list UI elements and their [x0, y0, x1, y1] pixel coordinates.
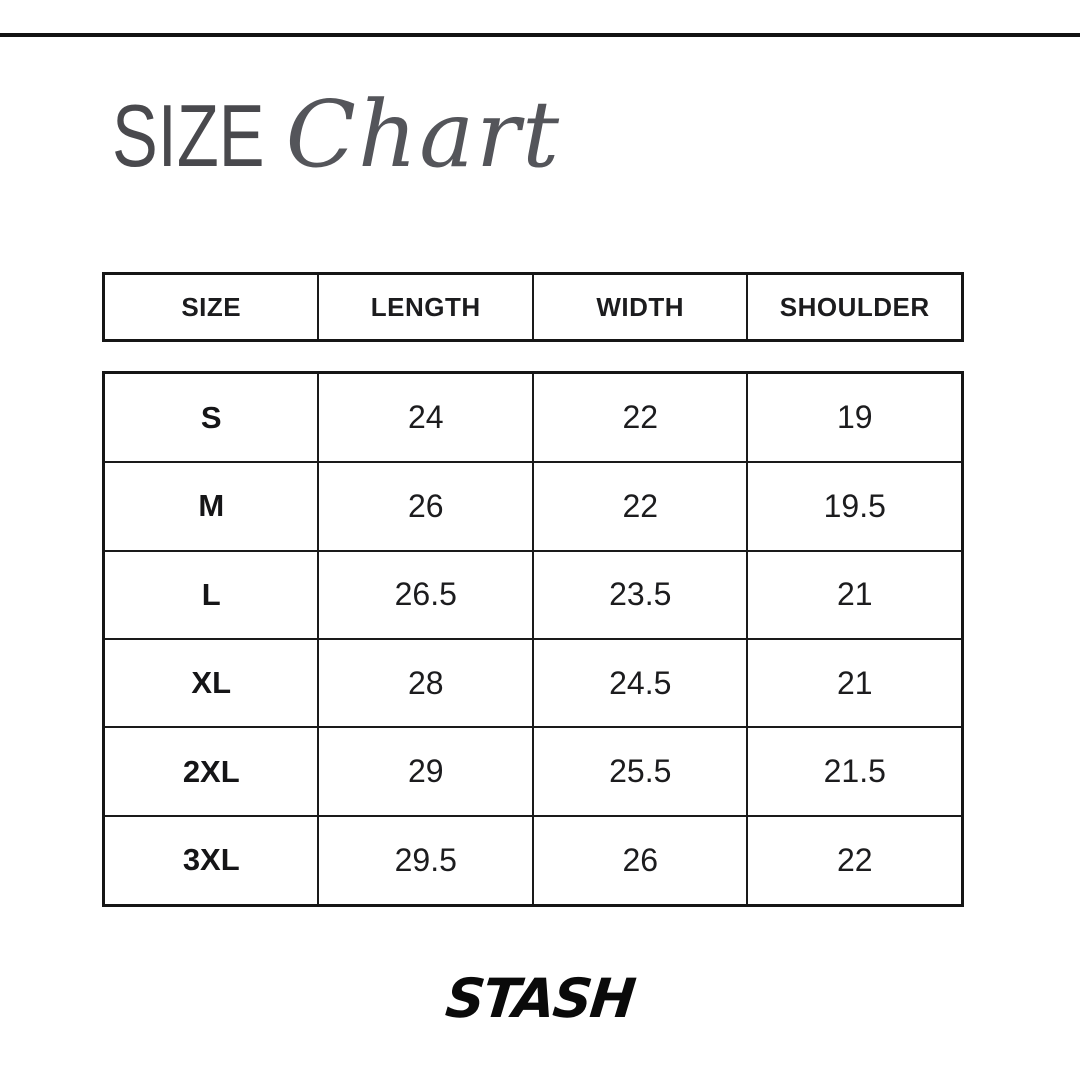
- length-value-cell: 29: [317, 726, 534, 817]
- length-value-cell: 26: [317, 461, 534, 552]
- shoulder-value-cell: 21: [746, 549, 964, 640]
- length-value-cell: 26.5: [317, 549, 534, 640]
- table-row: M 26 22 19.5: [102, 461, 964, 552]
- width-value-cell: 22: [531, 461, 749, 552]
- table-row: XL 28 24.5 21: [102, 637, 964, 729]
- brand-logo: STASH: [0, 967, 1080, 1030]
- width-value-cell: 26: [531, 814, 749, 907]
- size-label-cell: 3XL: [102, 814, 320, 907]
- size-table-header: SIZE LENGTH WIDTH SHOULDER: [102, 272, 964, 342]
- table-row: S 24 22 19: [102, 371, 964, 464]
- width-value-cell: 23.5: [531, 549, 749, 640]
- shoulder-value-cell: 22: [746, 814, 964, 907]
- length-value-cell: 29.5: [317, 814, 534, 907]
- table-row: 3XL 29.5 26 22: [102, 814, 964, 907]
- width-value-cell: 24.5: [531, 637, 749, 729]
- size-label-cell: S: [102, 371, 320, 464]
- width-value-cell: 25.5: [531, 726, 749, 817]
- header-cell-length: LENGTH: [317, 272, 534, 342]
- title-word-size: SIZE: [112, 86, 265, 185]
- header-row: SIZE LENGTH WIDTH SHOULDER: [102, 272, 964, 342]
- header-cell-shoulder: SHOULDER: [746, 272, 964, 342]
- header-cell-size: SIZE: [102, 272, 320, 342]
- page-title: SIZE Chart: [112, 84, 561, 185]
- size-label-cell: XL: [102, 637, 320, 729]
- table-row: L 26.5 23.5 21: [102, 549, 964, 640]
- shoulder-value-cell: 21: [746, 637, 964, 729]
- top-divider: [0, 33, 1080, 37]
- size-table-body: S 24 22 19 M 26 22 19.5 L 26.5 23.5 21 X…: [102, 371, 964, 907]
- size-label-cell: M: [102, 461, 320, 552]
- size-label-cell: 2XL: [102, 726, 320, 817]
- shoulder-value-cell: 21.5: [746, 726, 964, 817]
- table-row: 2XL 29 25.5 21.5: [102, 726, 964, 817]
- shoulder-value-cell: 19: [746, 371, 964, 464]
- size-label-cell: L: [102, 549, 320, 640]
- brand-wordmark: STASH: [443, 967, 638, 1030]
- width-value-cell: 22: [531, 371, 749, 464]
- length-value-cell: 28: [317, 637, 534, 729]
- title-word-chart: Chart: [285, 81, 562, 188]
- header-cell-width: WIDTH: [531, 272, 749, 342]
- length-value-cell: 24: [317, 371, 534, 464]
- shoulder-value-cell: 19.5: [746, 461, 964, 552]
